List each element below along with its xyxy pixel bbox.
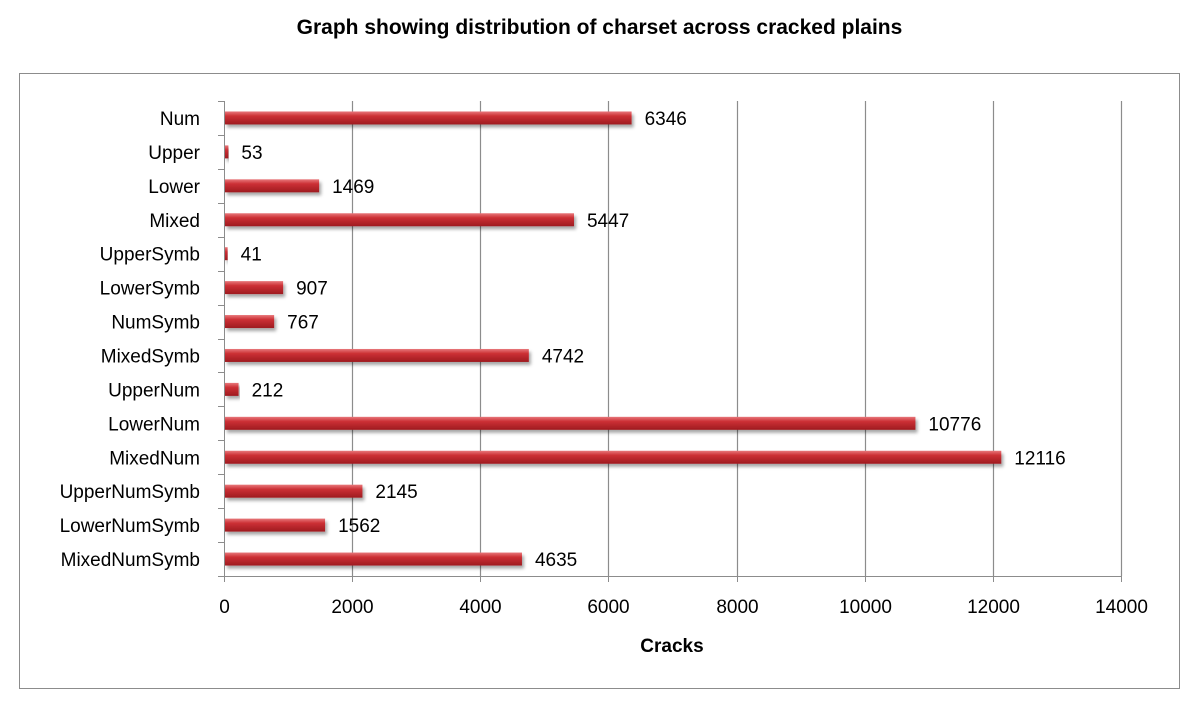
bar xyxy=(225,416,916,430)
data-label: 907 xyxy=(296,279,328,300)
category-label: Mixed xyxy=(149,211,200,232)
bar xyxy=(225,484,363,498)
chart-frame xyxy=(19,73,1180,689)
category-label: NumSymb xyxy=(111,313,200,334)
x-tick-label: 6000 xyxy=(587,597,629,618)
data-label: 4635 xyxy=(535,550,577,571)
gridlines xyxy=(351,101,1123,576)
data-label: 767 xyxy=(287,313,319,334)
bar xyxy=(225,315,275,329)
x-axis-title: Cracks xyxy=(640,636,703,657)
data-label: 1469 xyxy=(332,177,374,198)
category-label: MixedSymb xyxy=(101,346,200,367)
category-label: UpperSymb xyxy=(100,245,200,266)
data-label: 41 xyxy=(241,245,262,266)
bar xyxy=(225,213,574,227)
bar xyxy=(225,552,522,566)
category-label: LowerSymb xyxy=(100,279,200,300)
category-label: UpperNumSymb xyxy=(60,482,200,503)
data-label: 6346 xyxy=(645,109,687,130)
bar xyxy=(225,348,529,362)
category-label: MixedNum xyxy=(109,448,200,469)
data-label: 1562 xyxy=(338,516,380,537)
data-label: 12116 xyxy=(1014,448,1065,469)
category-label: Lower xyxy=(148,177,200,198)
bar xyxy=(225,281,284,295)
data-label: 4742 xyxy=(542,346,584,367)
data-label: 5447 xyxy=(587,211,629,232)
bar xyxy=(225,382,239,396)
data-labels: 6346 53 1469 5447 41 907 767 4742 212 10776 12116 2… xyxy=(241,109,1066,571)
x-tick-label: 14000 xyxy=(1095,597,1148,618)
x-tick-label: 4000 xyxy=(459,597,501,618)
x-tick-label: 2000 xyxy=(331,597,373,618)
axes xyxy=(218,101,1122,582)
x-tick-label: 12000 xyxy=(967,597,1020,618)
data-label: 53 xyxy=(241,143,262,164)
x-tick-label: 8000 xyxy=(716,597,758,618)
data-label: 2145 xyxy=(375,482,417,503)
category-label: Num xyxy=(160,109,200,130)
x-tick-label: 0 xyxy=(219,597,230,618)
chart-title: Graph showing distribution of charset ac… xyxy=(296,16,903,39)
category-label: LowerNum xyxy=(108,414,200,435)
bar xyxy=(225,518,326,532)
data-label: 10776 xyxy=(928,414,981,435)
bar xyxy=(225,111,632,125)
bar xyxy=(225,450,1002,464)
category-label: UpperNum xyxy=(108,380,200,401)
tick-labels: 0 2000 4000 6000 8000 10000 12000 14000 Num Upper… xyxy=(60,109,1148,618)
bar xyxy=(225,145,229,159)
bar xyxy=(225,179,320,193)
category-label: MixedNumSymb xyxy=(61,550,200,571)
category-label: LowerNumSymb xyxy=(60,516,200,537)
bar xyxy=(225,247,228,261)
data-label: 212 xyxy=(252,380,284,401)
x-tick-label: 10000 xyxy=(839,597,892,618)
category-label: Upper xyxy=(148,143,200,164)
bars xyxy=(225,111,1002,566)
